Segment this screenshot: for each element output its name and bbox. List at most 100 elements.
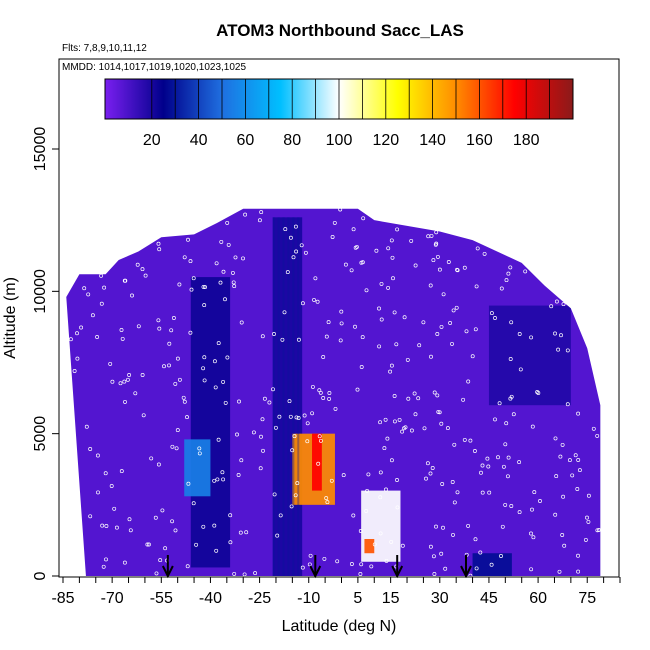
sample-point <box>136 324 141 329</box>
x-tick-label: -70 <box>101 590 124 607</box>
sample-point <box>232 571 237 576</box>
sample-point <box>157 247 162 252</box>
sample-point <box>383 417 388 422</box>
sample-point <box>439 324 444 329</box>
sample-point <box>379 317 384 322</box>
sample-point <box>189 287 194 292</box>
sample-point <box>170 519 175 524</box>
sample-point <box>364 288 369 293</box>
sample-point <box>509 394 514 399</box>
sample-point <box>508 357 513 361</box>
x-tick-label: 75 <box>578 590 596 607</box>
x-axis-label: Latitude (deg N) <box>282 618 397 635</box>
sample-point <box>202 303 207 308</box>
sample-point <box>374 248 379 253</box>
sample-point <box>307 562 312 567</box>
sample-point <box>436 409 441 414</box>
sample-point <box>216 437 221 442</box>
x-tick-label: 5 <box>353 590 362 607</box>
sample-point <box>379 281 384 286</box>
sample-point <box>475 246 480 251</box>
sample-point <box>289 504 294 509</box>
sample-point <box>181 395 186 400</box>
sample-point <box>535 390 540 394</box>
sample-point <box>182 255 187 260</box>
chart-title: ATOM3 Northbound Sacc_LAS <box>216 21 464 40</box>
sample-point <box>561 302 566 307</box>
sample-point <box>392 394 397 398</box>
sample-point <box>353 324 357 329</box>
sample-point <box>225 355 230 360</box>
sample-point <box>501 464 506 469</box>
sample-point <box>378 420 383 425</box>
sample-point <box>135 262 140 267</box>
sample-point <box>567 458 572 463</box>
sample-point <box>532 490 537 495</box>
sample-point <box>451 532 455 537</box>
sample-point <box>431 258 436 263</box>
sample-point <box>327 391 332 395</box>
sample-point <box>473 327 478 332</box>
sample-point <box>466 523 471 528</box>
sample-point <box>272 492 277 497</box>
sample-point <box>82 286 87 291</box>
sample-point <box>212 478 217 483</box>
colorbar-tick-label: 40 <box>190 132 208 149</box>
sample-point <box>437 267 442 272</box>
x-tick-label: -25 <box>248 590 271 607</box>
sample-point <box>228 513 233 518</box>
sample-point <box>464 329 469 334</box>
sample-point <box>359 365 364 369</box>
sample-point <box>186 481 191 486</box>
sample-point <box>392 310 397 315</box>
sample-point <box>455 268 460 273</box>
sample-point <box>79 325 84 330</box>
sample-point <box>384 558 389 563</box>
sample-point <box>317 434 322 439</box>
x-axis: -85 -70 -55 -40 -25 -10 5 15 30 45 60 75 <box>51 577 621 607</box>
x-tick-label: -40 <box>199 590 222 607</box>
sample-point <box>557 569 562 574</box>
sample-point <box>285 270 290 275</box>
sample-point <box>595 528 600 533</box>
sample-point <box>238 530 243 535</box>
colorbar-tick-label: 60 <box>237 132 255 149</box>
sample-point <box>595 433 600 438</box>
sample-point <box>324 496 329 501</box>
sample-point <box>315 299 320 304</box>
colorbar-tick-label: 20 <box>143 132 161 149</box>
sample-point <box>272 332 276 336</box>
sample-point <box>577 468 582 473</box>
sample-point <box>72 369 77 373</box>
sample-point <box>292 434 297 439</box>
sample-point <box>122 560 127 565</box>
sample-point <box>416 396 421 401</box>
sample-point <box>556 347 561 352</box>
sample-point <box>400 429 405 434</box>
sample-point <box>468 438 473 443</box>
sample-point <box>212 359 217 364</box>
sample-point <box>479 470 483 475</box>
sample-point <box>110 379 115 384</box>
colorbar: 20 40 60 80 100 120 140 160 180 <box>104 78 574 149</box>
y-tick-label: 10000 <box>32 269 49 314</box>
sample-point <box>496 455 500 460</box>
sample-point <box>299 243 304 248</box>
sample-point <box>451 308 456 313</box>
plot-area <box>66 208 601 576</box>
sample-point <box>424 476 428 481</box>
sample-point <box>203 285 207 290</box>
colorbar-tick-label: 180 <box>513 132 540 149</box>
sample-point <box>104 524 109 528</box>
sample-point <box>435 393 440 398</box>
sample-point <box>339 309 344 314</box>
colorbar-tick-label: 80 <box>283 132 301 149</box>
sample-point <box>296 416 301 420</box>
sample-point <box>386 285 391 290</box>
sample-point <box>358 529 363 533</box>
colorbar-tick-label: 120 <box>372 132 399 149</box>
sample-point <box>243 212 248 217</box>
sample-point <box>474 284 479 289</box>
sample-point <box>173 381 178 386</box>
heatmap-cell-tropical-dense-column <box>272 217 303 576</box>
